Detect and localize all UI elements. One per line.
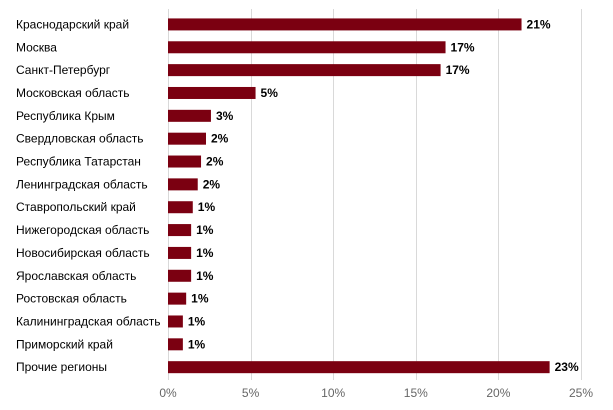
category-label: Свердловская область (16, 132, 143, 146)
bar (168, 201, 193, 214)
category-label: Ленинградская область (16, 177, 148, 191)
category-label: Московская область (16, 86, 130, 100)
bar (168, 132, 206, 145)
x-axis-tick-labels: 0% 5% 10% 15% 20% 25% (159, 386, 593, 400)
bar (168, 338, 183, 351)
category-label: Краснодарский край (16, 17, 129, 31)
bar (168, 292, 187, 305)
x-tick-label: 0% (159, 386, 177, 400)
category-label: Новосибирская область (16, 246, 150, 260)
bar (168, 109, 211, 122)
value-label: 2% (211, 132, 229, 146)
category-label: Приморский край (16, 337, 113, 351)
bar (168, 64, 441, 77)
category-label: Республика Крым (16, 109, 115, 123)
value-label: 1% (196, 223, 214, 237)
category-label: Ставропольский край (16, 200, 136, 214)
x-tick-label: 10% (321, 386, 345, 400)
value-label: 17% (446, 63, 470, 77)
category-label: Москва (16, 40, 57, 54)
x-tick-label: 15% (404, 386, 428, 400)
bar (168, 155, 202, 168)
value-label: 5% (261, 86, 279, 100)
bar (168, 361, 550, 374)
category-label: Республика Татарстан (16, 155, 141, 169)
value-label: 1% (196, 246, 214, 260)
x-tick-label: 25% (569, 386, 593, 400)
x-tick-label: 5% (242, 386, 260, 400)
bar (168, 224, 192, 237)
value-label: 21% (527, 17, 551, 31)
bar (168, 315, 183, 328)
category-label: Ярославская область (16, 269, 136, 283)
bar (168, 86, 256, 99)
category-label: Прочие регионы (16, 360, 107, 374)
value-labels: 21% 17% 17% 5% 3% 2% 2% 2% 1% 1% 1% 1% 1% 1% 1% 23% (188, 17, 579, 374)
value-label: 1% (191, 292, 209, 306)
value-label: 23% (555, 360, 579, 374)
bars (168, 18, 550, 374)
value-label: 3% (216, 109, 234, 123)
category-labels: Краснодарский край Москва Санкт-Петербург М… (16, 17, 161, 374)
bar (168, 178, 198, 191)
bar (168, 269, 192, 282)
category-label: Нижегородская область (16, 223, 149, 237)
x-tick-label: 20% (486, 386, 510, 400)
value-label: 17% (451, 40, 475, 54)
category-label: Санкт-Петербург (16, 63, 111, 77)
category-label: Калининградская область (16, 314, 161, 328)
category-label: Ростовская область (16, 292, 127, 306)
value-label: 1% (188, 337, 206, 351)
bar (168, 246, 192, 259)
value-label: 2% (203, 177, 221, 191)
value-label: 1% (196, 269, 214, 283)
bar (168, 41, 446, 54)
value-label: 1% (188, 314, 206, 328)
value-label: 1% (198, 200, 216, 214)
bar (168, 18, 522, 31)
value-label: 2% (206, 155, 224, 169)
